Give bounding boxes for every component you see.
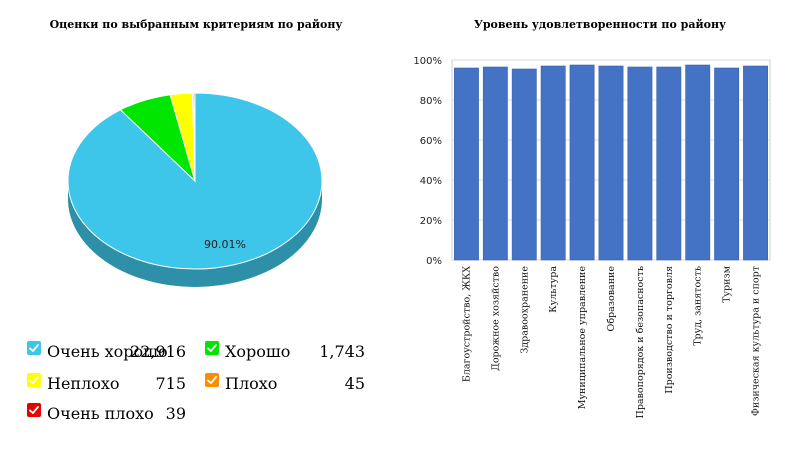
x-category-label: Образование (606, 266, 617, 332)
bar[interactable] (482, 66, 508, 261)
bar[interactable] (540, 65, 566, 261)
legend-checkbox-icon[interactable] (27, 403, 41, 417)
y-tick-label: 60% (420, 136, 442, 147)
legend-item[interactable]: Неплохо 715 (27, 372, 186, 393)
y-tick-label: 100% (413, 56, 442, 67)
bar[interactable] (685, 64, 711, 261)
bar[interactable] (569, 64, 595, 261)
pie-chart: 90.01% (67, 92, 323, 287)
x-category-label: Правопорядок и безопасность (635, 266, 646, 418)
legend-label: Очень хорошо (47, 342, 168, 361)
bar[interactable] (598, 65, 624, 261)
x-category-label: Муниципальное управление (577, 266, 588, 410)
legend-value: 22,916 (130, 342, 186, 361)
pie-depth-side (68, 181, 322, 287)
legend-value: 39 (165, 404, 186, 423)
legend-value: 45 (344, 374, 365, 393)
legend-item[interactable]: Хорошо 1,743 (205, 340, 365, 361)
x-category-label: Физическая культура и спорт (751, 266, 762, 416)
x-category-label: Туризм (722, 265, 733, 303)
bar[interactable] (714, 67, 740, 261)
legend-label: Очень плохо (47, 404, 154, 423)
legend-label: Неплохо (47, 374, 120, 393)
x-category-label: Производство и торговля (664, 266, 675, 394)
y-tick-label: 0% (426, 256, 442, 267)
pie-data-label: 90.01% (204, 238, 246, 251)
legend-label: Плохо (225, 374, 278, 393)
bar[interactable] (454, 67, 479, 261)
legend-item[interactable]: Плохо 45 (205, 372, 365, 393)
legend-item[interactable]: Очень плохо 39 (27, 402, 186, 423)
legend-label: Хорошо (225, 342, 291, 361)
bar[interactable] (627, 66, 653, 261)
y-tick-label: 80% (420, 96, 442, 107)
bar[interactable] (511, 68, 537, 261)
pie-chart-title: Оценки по выбранным критериям по району (49, 18, 343, 31)
bar-chart-title: Уровень удовлетворенности по району (473, 18, 727, 31)
bar-chart: 0% 20% 40% 60% 80% 100% Благоустройство, ЖКХ До… (413, 56, 771, 418)
y-tick-label: 40% (420, 176, 442, 187)
legend-item[interactable]: Очень хорошо 22,916 (27, 340, 186, 361)
y-tick-label: 20% (420, 216, 442, 227)
legend-value: 715 (155, 374, 186, 393)
x-category-label: Здравоохранение (519, 266, 530, 354)
legend-checkbox-icon[interactable] (205, 373, 219, 387)
bar[interactable] (743, 65, 768, 261)
legend-checkbox-icon[interactable] (27, 341, 41, 355)
x-category-label: Культура (548, 266, 559, 313)
legend-checkbox-icon[interactable] (205, 341, 219, 355)
legend-value: 1,743 (319, 342, 365, 361)
legend-checkbox-icon[interactable] (27, 373, 41, 387)
pie-slice (193, 92, 196, 182)
x-category-label: Дорожное хозяйство (490, 266, 501, 371)
x-category-label: Благоустройство, ЖКХ (461, 266, 472, 382)
bar[interactable] (656, 66, 682, 261)
x-category-label: Труд, занятость (693, 266, 704, 346)
